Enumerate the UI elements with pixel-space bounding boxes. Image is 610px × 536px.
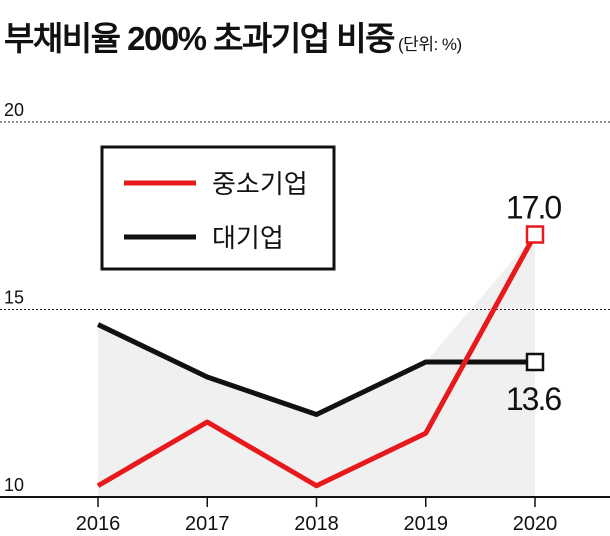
end-marker — [525, 352, 545, 372]
area-layer — [98, 234, 535, 497]
y-tick-label: 10 — [4, 475, 24, 495]
legend-label: 중소기업 — [212, 169, 308, 199]
series-line-0 — [96, 233, 538, 489]
y-tick-label: 20 — [4, 100, 24, 120]
end-marker — [525, 225, 545, 244]
legend-box — [100, 145, 336, 271]
axis-layer: 10 15 20 2016 2017 2018 2019 2020 — [0, 100, 610, 535]
chart-unit: (단위: %) — [398, 35, 462, 54]
x-tick-label: 2020 — [513, 513, 558, 535]
x-tick-label: 2018 — [294, 513, 339, 535]
x-tick-label: 2017 — [185, 513, 230, 535]
data-label: 17.0 — [506, 190, 561, 226]
data-label: 13.6 — [506, 381, 561, 417]
area-fill — [98, 234, 535, 497]
series-layer: 17.0 13.6 — [96, 190, 563, 489]
x-tick-label: 2019 — [404, 513, 449, 535]
chart-title-text: 부채비율 200% 초과기업 비중 — [4, 20, 396, 57]
y-tick-label: 15 — [4, 288, 24, 308]
x-tick-label: 2016 — [76, 513, 121, 535]
chart-title: 부채비율 200% 초과기업 비중 (단위: %) — [4, 12, 462, 60]
legend-label: 대기업 — [212, 223, 284, 253]
